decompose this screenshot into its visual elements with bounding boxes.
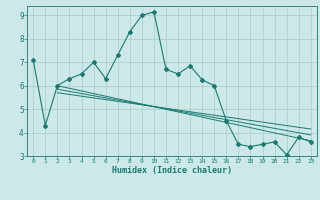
- X-axis label: Humidex (Indice chaleur): Humidex (Indice chaleur): [112, 166, 232, 175]
